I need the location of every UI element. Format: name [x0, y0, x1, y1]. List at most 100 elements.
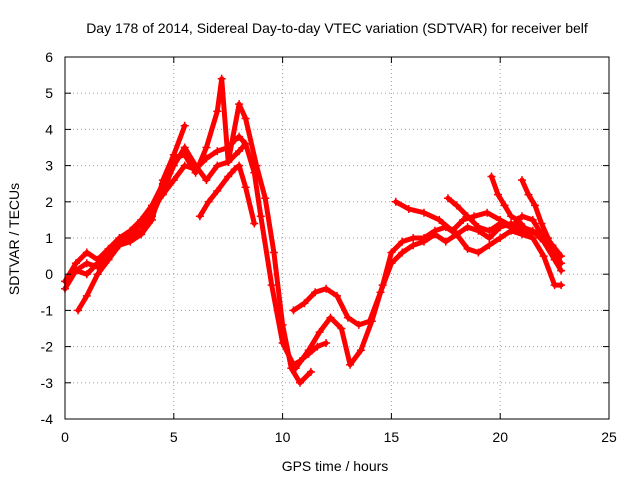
data-point — [306, 367, 315, 376]
data-point — [557, 281, 566, 290]
data-point — [485, 241, 494, 250]
data-point — [71, 259, 80, 268]
data-point — [387, 248, 396, 257]
data-point — [398, 237, 407, 246]
data-point — [180, 161, 189, 170]
y-tick-label: -4 — [41, 411, 54, 427]
data-point — [531, 201, 539, 210]
data-point — [169, 176, 178, 185]
data-point — [137, 215, 146, 224]
data-point — [230, 165, 239, 174]
y-tick-label: 5 — [45, 85, 53, 101]
data-point — [409, 241, 418, 250]
data-point — [326, 313, 335, 322]
data-point — [483, 208, 492, 217]
data-point — [213, 107, 222, 116]
data-point — [104, 255, 113, 264]
data-point — [322, 339, 331, 347]
data-point — [180, 121, 189, 130]
data-point — [337, 324, 346, 333]
data-point — [430, 226, 439, 235]
data-point — [82, 248, 91, 257]
data-point — [550, 248, 559, 257]
data-point — [420, 208, 428, 217]
data-point — [520, 223, 529, 232]
data-point — [180, 143, 189, 152]
data-point — [557, 266, 566, 275]
data-point — [224, 158, 233, 166]
data-point — [409, 234, 418, 242]
plot-frame — [64, 56, 610, 420]
y-axis-label: SDTVAR / TECUs — [6, 183, 22, 295]
data-point — [485, 234, 494, 242]
data-point — [463, 212, 472, 221]
chart-title: Day 178 of 2014, Sidereal Day-to-day VTE… — [86, 20, 588, 36]
data-point — [296, 378, 304, 387]
data-point — [463, 244, 472, 253]
data-point — [522, 230, 531, 239]
data-point — [235, 100, 244, 109]
data-point — [507, 212, 516, 221]
data-point — [291, 364, 300, 373]
data-point — [356, 346, 365, 355]
data-point — [507, 223, 516, 232]
data-point — [191, 161, 200, 170]
data-point — [202, 176, 211, 185]
data-point — [524, 190, 533, 199]
data-point — [241, 114, 250, 123]
data-point — [93, 255, 102, 264]
data-point — [82, 259, 91, 268]
y-tick-label: -1 — [41, 302, 54, 318]
data-point — [217, 74, 226, 83]
data-point — [500, 201, 509, 210]
data-point — [444, 194, 452, 203]
data-point — [441, 237, 450, 246]
series-track-4 — [74, 121, 189, 315]
data-point — [252, 161, 261, 170]
data-point — [404, 205, 413, 213]
data-point — [378, 281, 387, 290]
series-line — [197, 163, 257, 226]
data-point — [452, 230, 461, 239]
data-point — [235, 161, 244, 170]
data-point — [241, 183, 250, 192]
data-point — [463, 223, 472, 232]
y-tick-label: 1 — [45, 230, 53, 246]
data-point — [261, 194, 270, 203]
data-point — [241, 139, 250, 148]
data-point — [148, 215, 156, 224]
data-point — [557, 259, 566, 268]
data-point — [158, 176, 167, 185]
data-point — [269, 248, 278, 257]
data-point — [435, 215, 444, 224]
data-point — [539, 252, 548, 261]
data-point — [126, 226, 135, 235]
data-point — [82, 291, 91, 300]
data-point — [300, 299, 309, 308]
data-point — [333, 291, 341, 300]
data-point — [487, 172, 496, 181]
data-point — [528, 234, 537, 242]
x-tick-label: 25 — [601, 429, 617, 445]
data-point — [343, 313, 352, 322]
data-point — [256, 212, 265, 221]
data-point — [485, 226, 494, 235]
data-point — [115, 234, 124, 242]
y-tick-label: -3 — [41, 375, 54, 391]
data-point — [93, 270, 102, 279]
series-track-10 — [487, 172, 529, 232]
series-track-9 — [444, 194, 559, 257]
data-point — [346, 360, 355, 369]
y-tick-label: 6 — [45, 49, 53, 65]
x-tick-label: 10 — [275, 429, 291, 445]
series-line — [489, 174, 527, 230]
data-point — [115, 241, 124, 250]
data-point — [496, 219, 505, 228]
data-point — [313, 342, 322, 351]
data-point — [315, 328, 324, 337]
series-track-11 — [518, 176, 566, 268]
y-tick-label: 0 — [45, 266, 53, 282]
data-point — [104, 244, 113, 253]
data-point — [71, 266, 80, 275]
